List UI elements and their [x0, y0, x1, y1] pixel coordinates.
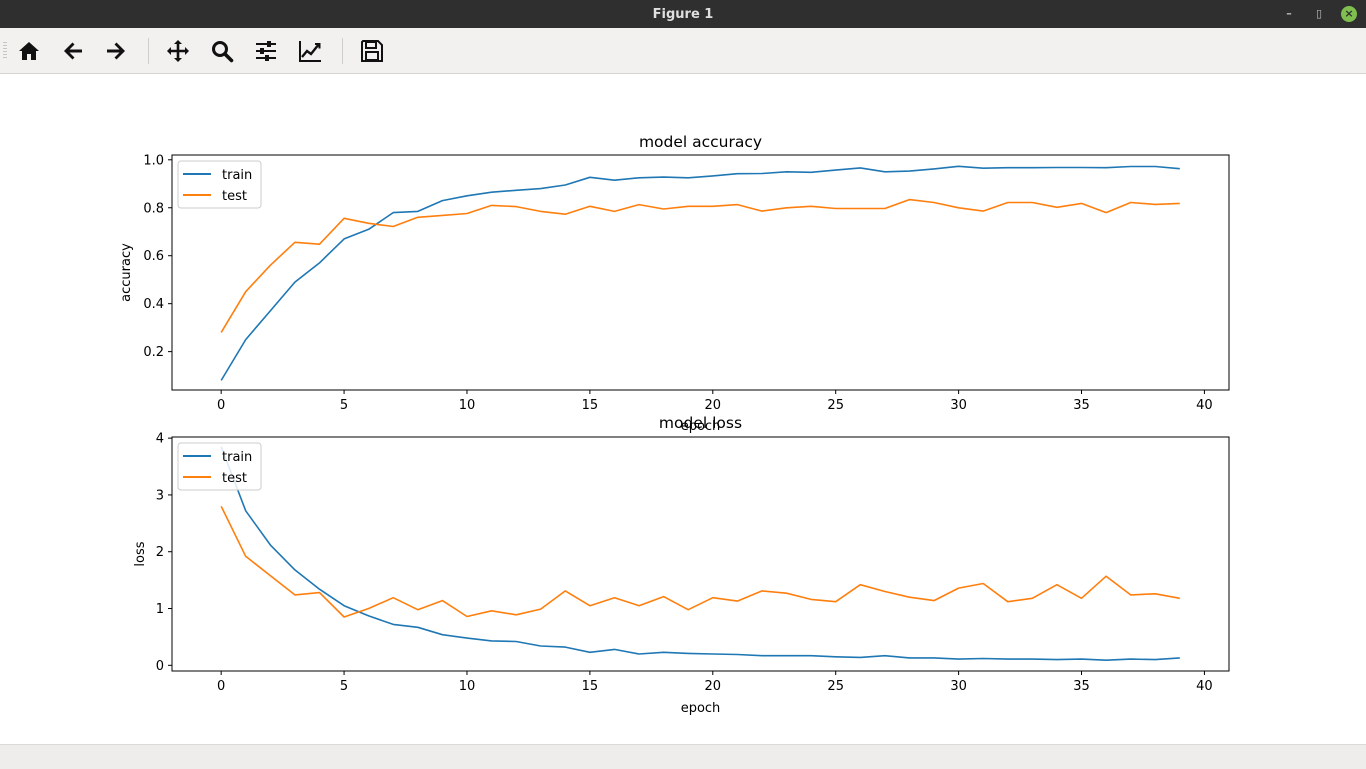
toolbar-separator: [342, 38, 343, 64]
legend-label-test: test: [222, 189, 247, 204]
y-tick-label: 0: [156, 659, 164, 674]
restore-icon[interactable]: ▯: [1315, 7, 1323, 20]
axes-frame: [171, 436, 1230, 672]
x-tick-label: 10: [459, 679, 476, 694]
window-titlebar: Figure 1 – ▯ ×: [0, 0, 1366, 28]
x-tick-label: 0: [217, 679, 225, 694]
subplot-2: 0 5 10 15 20 25 30 35 40 0 1 2 3 4 epoch loss model loss…: [133, 414, 1230, 716]
series-line-train: [220, 446, 1180, 662]
y-tick-label: 3: [156, 488, 164, 503]
line-chart-icon: [299, 41, 321, 62]
floppy-disk-icon: [361, 40, 383, 62]
subplot-1: 0 5 10 15 20 25 30 35 40 0.2 0.4 0.6 0.8 1.0 epoch accu…: [119, 133, 1230, 434]
y-tick-label: 0.2: [143, 345, 164, 360]
sliders-icon: [256, 41, 276, 61]
legend-frame: [177, 442, 262, 491]
toolbar-separator: [148, 38, 149, 64]
zoom-button[interactable]: [205, 34, 239, 68]
y-tick-label: 0.8: [143, 201, 164, 216]
chart-title: model loss: [659, 414, 742, 432]
arrow-right-icon: [107, 42, 125, 60]
subplots-button[interactable]: [249, 34, 283, 68]
x-tick-label: 15: [582, 679, 599, 694]
edit-axes-button[interactable]: [293, 34, 327, 68]
x-tick-label: 5: [340, 679, 348, 694]
y-tick-label: 4: [156, 432, 164, 447]
legend: train test: [177, 442, 262, 491]
legend-label-train: train: [222, 168, 252, 183]
x-tick-label: 35: [1073, 679, 1090, 694]
y-axis-label: loss: [133, 541, 148, 566]
legend-label-train: train: [222, 450, 252, 465]
x-tick-label: 5: [340, 398, 348, 413]
back-button[interactable]: [56, 34, 90, 68]
figure-svg: 0 5 10 15 20 25 30 35 400.20.40.60.81.0epochaccu…: [119, 133, 1230, 716]
x-tick-label: 20: [705, 679, 722, 694]
y-tick-label: 0.6: [143, 249, 164, 264]
series-line-test: [220, 505, 1180, 618]
x-tick-label: 10: [459, 398, 476, 413]
x-tick-label: 30: [950, 679, 967, 694]
x-axis-label: epoch: [681, 419, 721, 434]
arrow-left-icon: [64, 42, 82, 60]
chart-title: model accuracy: [639, 133, 762, 151]
y-tick-label: 2: [156, 545, 164, 560]
x-tick-label: 25: [827, 398, 844, 413]
toolbar-grip[interactable]: [3, 42, 7, 60]
navigation-toolbar: [0, 28, 1366, 74]
x-tick-label: 35: [1073, 398, 1090, 413]
close-icon[interactable]: ×: [1341, 6, 1357, 22]
x-tick-label: 0: [217, 398, 225, 413]
x-tick-label: 20: [705, 398, 722, 413]
save-button[interactable]: [355, 34, 389, 68]
series-line-test: [220, 198, 1180, 333]
y-tick-label: 1.0: [143, 153, 164, 168]
move-icon: [167, 40, 189, 62]
series-line-train: [220, 165, 1180, 381]
status-bar: [0, 744, 1366, 769]
x-tick-label: 40: [1196, 679, 1213, 694]
pan-button[interactable]: [161, 34, 195, 68]
home-button[interactable]: [12, 34, 46, 68]
x-tick-label: 25: [827, 679, 844, 694]
legend-frame: [177, 160, 262, 209]
minimize-icon[interactable]: –: [1286, 7, 1292, 20]
axes-frame: [171, 154, 1230, 391]
x-tick-label: 40: [1196, 398, 1213, 413]
forward-button[interactable]: [99, 34, 133, 68]
x-axis-label: epoch: [681, 701, 721, 716]
x-tick-label: 15: [582, 398, 599, 413]
magnifier-icon: [212, 41, 234, 63]
x-tick-label: 30: [950, 398, 967, 413]
y-axis-label: accuracy: [119, 243, 134, 302]
home-icon: [19, 42, 39, 60]
figure-canvas[interactable]: 0 5 10 15 20 25 30 35 40 0.2 0.4 0.6 0.8 1.0 epoch accu…: [0, 74, 1366, 744]
window-title: Figure 1: [652, 7, 714, 22]
y-tick-label: 0.4: [143, 297, 164, 312]
y-tick-label: 1: [156, 602, 164, 617]
legend: train test: [177, 160, 262, 209]
legend-label-test: test: [222, 471, 247, 486]
